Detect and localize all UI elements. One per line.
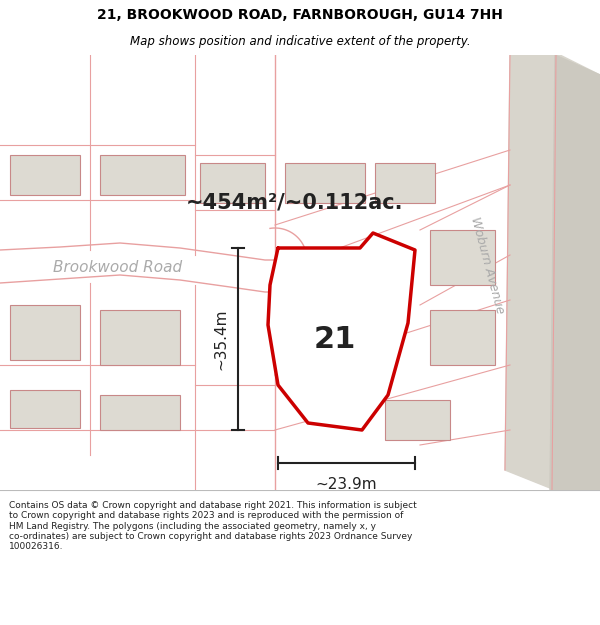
Text: ~23.9m: ~23.9m	[316, 477, 377, 492]
Text: Contains OS data © Crown copyright and database right 2021. This information is : Contains OS data © Crown copyright and d…	[9, 501, 417, 551]
Text: Woburn Avenue: Woburn Avenue	[468, 215, 506, 315]
Text: ~454m²/~0.112ac.: ~454m²/~0.112ac.	[186, 193, 404, 213]
Text: 21, BROOKWOOD ROAD, FARNBOROUGH, GU14 7HH: 21, BROOKWOOD ROAD, FARNBOROUGH, GU14 7H…	[97, 8, 503, 22]
Polygon shape	[268, 233, 415, 430]
Polygon shape	[505, 55, 600, 490]
Polygon shape	[550, 55, 600, 490]
Text: 21: 21	[314, 326, 356, 354]
Bar	[385, 400, 450, 440]
Bar	[200, 163, 265, 203]
Bar	[375, 163, 435, 203]
Bar	[430, 310, 495, 365]
Bar	[100, 395, 180, 430]
Bar	[100, 155, 185, 195]
Bar	[285, 163, 365, 203]
Bar	[10, 155, 80, 195]
Bar	[100, 310, 180, 365]
Text: Map shows position and indicative extent of the property.: Map shows position and indicative extent…	[130, 35, 470, 48]
Bar	[430, 230, 495, 285]
Text: ~35.4m: ~35.4m	[213, 308, 228, 370]
Bar	[10, 305, 80, 360]
Text: Brookwood Road: Brookwood Road	[53, 259, 182, 274]
Bar	[10, 390, 80, 428]
